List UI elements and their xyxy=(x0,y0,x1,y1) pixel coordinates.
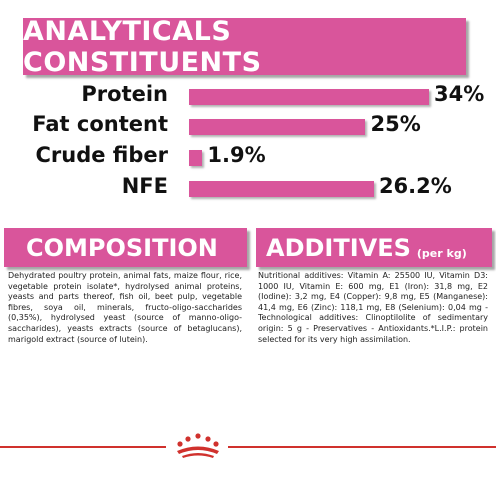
constituent-label: Crude fiber xyxy=(35,143,168,167)
analytical-constituents-title: ANALYTICALS CONSTITUENTS xyxy=(23,15,262,78)
composition-title: COMPOSITION xyxy=(26,233,218,262)
constituent-label: Fat content xyxy=(32,112,168,136)
additives-text: Nutritional additives: Vitamin A: 25500 … xyxy=(258,271,488,344)
composition-banner: COMPOSITION xyxy=(4,228,247,267)
constituent-bar xyxy=(189,89,429,105)
constituent-bar xyxy=(189,150,203,166)
footer-divider xyxy=(0,446,496,448)
constituent-value: 26.2% xyxy=(378,174,452,198)
constituent-bar xyxy=(189,119,366,135)
constituent-value: 1.9% xyxy=(207,143,266,167)
constituent-value: 25% xyxy=(370,112,421,136)
additives-banner: ADDITIVES (per kg) xyxy=(256,228,492,267)
additives-title: ADDITIVES xyxy=(266,233,411,262)
constituent-label: Protein xyxy=(81,82,168,106)
constituent-label: NFE xyxy=(121,174,168,198)
royal-canin-crown-icon xyxy=(177,433,219,458)
additives-unit: (per kg) xyxy=(416,247,467,260)
constituent-bar xyxy=(189,181,374,197)
composition-text: Dehydrated poultry protein, animal fats,… xyxy=(8,271,242,344)
constituent-value: 34% xyxy=(434,82,485,106)
analytical-constituents-banner: ANALYTICALS CONSTITUENTS xyxy=(23,15,466,78)
